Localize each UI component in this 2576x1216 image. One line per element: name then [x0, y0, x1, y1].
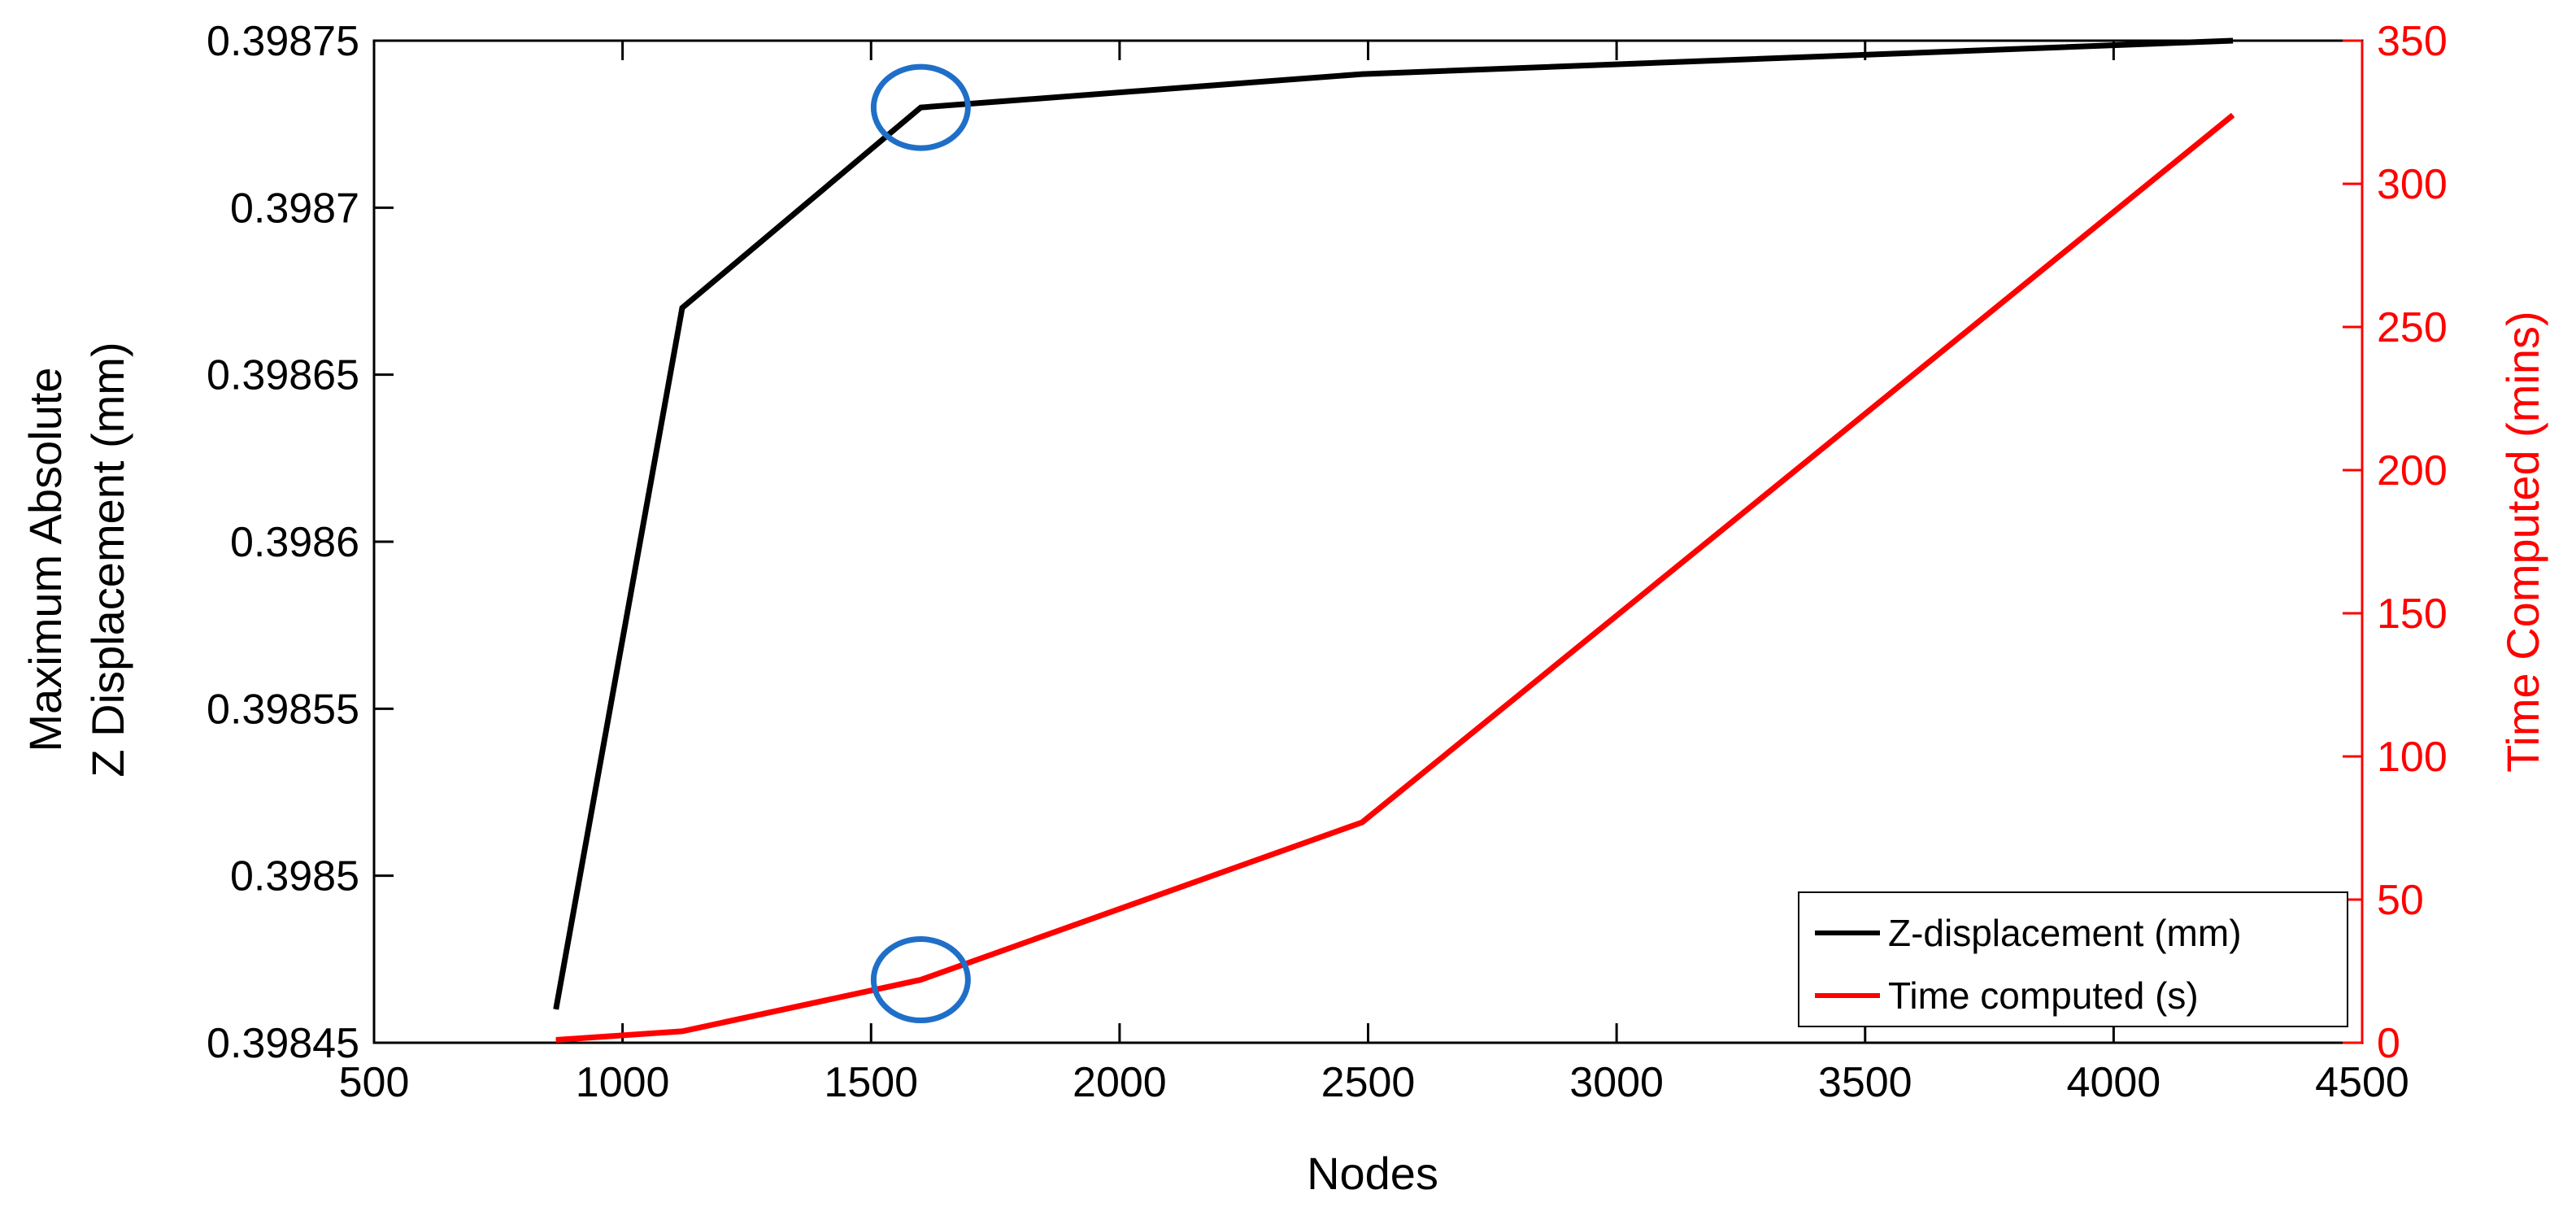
right-tick-label: 250 [2377, 304, 2448, 351]
legend: Z-displacement (mm) Time computed (s) [1798, 891, 2348, 1027]
right-tick-label: 300 [2377, 161, 2448, 208]
right-tick-label: 150 [2377, 591, 2448, 638]
right-tick-label: 200 [2377, 447, 2448, 495]
right-tick-label: 100 [2377, 734, 2448, 781]
legend-label-z-displacement: Z-displacement (mm) [1888, 912, 2242, 954]
left-tick-label: 0.39865 [207, 352, 359, 399]
series-point [1361, 73, 1363, 75]
left-tick-label: 0.39855 [207, 686, 359, 733]
series-layer [553, 37, 2235, 1043]
right-axis-title: Time Computed (mins) [2497, 311, 2548, 772]
x-tick-label: 1000 [576, 1059, 670, 1106]
series-point [681, 307, 683, 309]
legend-label-time-computed: Time computed (s) [1888, 974, 2199, 1017]
right-tick-label: 50 [2377, 877, 2424, 924]
left-tick-label: 0.3987 [230, 185, 359, 232]
x-tick-label: 2500 [1321, 1059, 1416, 1106]
x-tick-label: 500 [339, 1059, 410, 1106]
left-tick-label: 0.39845 [207, 1020, 359, 1067]
x-tick-label: 2000 [1073, 1059, 1167, 1106]
left-axis-title-line2: Z Displacement (mm) [82, 342, 133, 777]
right-axis-tick-labels: 0 50 100 150 200 250 300 350 [2377, 18, 2448, 1067]
x-axis-tick-labels: 500 1000 1500 2000 2500 3000 3500 4000 4500 [339, 1059, 2409, 1106]
series-point [920, 979, 921, 981]
right-tick-label: 350 [2377, 18, 2448, 65]
left-axis-tick-labels: 0.39845 0.3985 0.39855 0.3986 0.39865 0.3987 0… [207, 18, 359, 1067]
annotation-circle [870, 63, 971, 151]
annotation-layer [870, 63, 971, 1024]
left-axis-tick-marks [374, 39, 394, 1044]
series-point [555, 1039, 557, 1040]
x-tick-label: 3000 [1569, 1059, 1664, 1106]
left-axis-title-line1: Maximum Absolute [20, 367, 71, 752]
legend-box [1798, 891, 2348, 1027]
left-tick-label: 0.3985 [230, 853, 359, 900]
x-tick-label: 3500 [1818, 1059, 1912, 1106]
series-point [920, 107, 921, 108]
annotation-circle [870, 936, 971, 1024]
x-tick-label: 4000 [2067, 1059, 2161, 1106]
x-tick-label: 4500 [2315, 1059, 2409, 1106]
left-tick-label: 0.3986 [230, 519, 359, 566]
x-tick-label: 1500 [824, 1059, 918, 1106]
x-axis-title: Nodes [1307, 1148, 1438, 1199]
left-tick-label: 0.39875 [207, 18, 359, 65]
right-tick-label: 0 [2377, 1020, 2400, 1067]
